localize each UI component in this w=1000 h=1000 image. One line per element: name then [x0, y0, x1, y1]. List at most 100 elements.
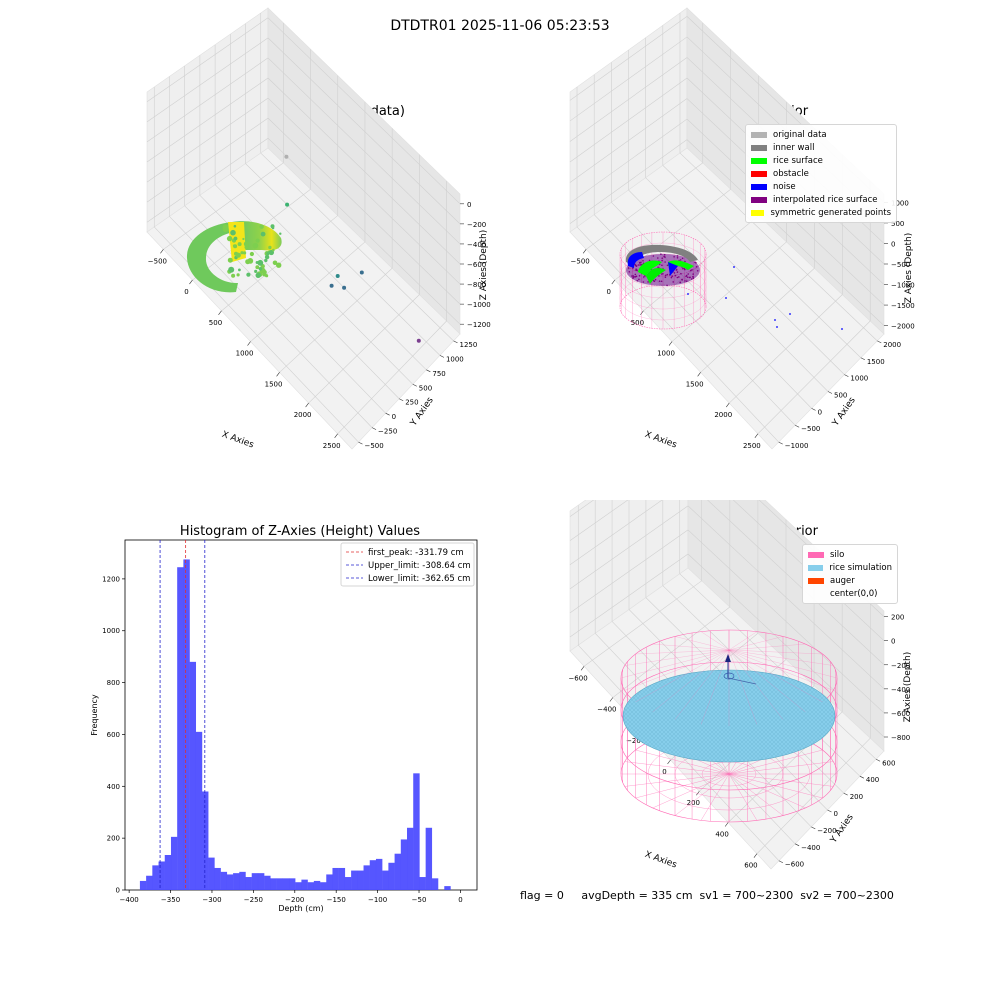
interp-point — [635, 265, 638, 268]
x-tick-label: −100 — [368, 896, 387, 904]
histogram-bar — [152, 865, 159, 890]
grid-line — [576, 226, 779, 443]
cloud-point — [265, 274, 269, 278]
noise-point — [725, 297, 727, 299]
grid-line — [267, 97, 461, 285]
legend-label: obstacle — [773, 168, 809, 179]
interp-point — [691, 269, 693, 271]
x-tick-label: 600 — [744, 862, 757, 870]
interp-point — [642, 281, 645, 283]
cloud-point — [257, 259, 264, 266]
grid-line — [569, 77, 688, 163]
legend-item: auger — [808, 574, 892, 587]
grid-line — [569, 553, 689, 638]
panel1-zlabel: Z Axies (Depth) — [479, 230, 489, 301]
interp-point — [673, 272, 676, 274]
silo-roof-spoke — [728, 649, 758, 725]
outlier-point — [284, 154, 289, 159]
histogram-bar — [295, 882, 302, 890]
interp-point — [684, 280, 686, 282]
panel2-ticks: −500 0 500 1000 1500 2000 2500 −1000 −500 0 500 100… — [571, 199, 915, 450]
interp-point — [657, 266, 659, 269]
grid-line — [279, 268, 393, 373]
cloud-point — [272, 260, 278, 266]
y-tick-label: 200 — [850, 793, 863, 801]
outlier-point — [329, 283, 334, 288]
panel3-title: Histogram of Z-Axies (Height) Values — [179, 524, 421, 539]
y-tick-label: 1200 — [102, 575, 120, 583]
silo-roof-spoke — [728, 649, 834, 666]
silo-roof-spoke — [728, 649, 838, 679]
interp-point — [661, 257, 663, 260]
x-tick-label: 2500 — [323, 442, 341, 450]
histogram-x-ticks: −400 −350 −300 −250 −200 −150 −100 −50 0 — [120, 890, 463, 904]
panel4-legend: silo rice simulation auger center(0,0) — [802, 544, 898, 604]
y-tick — [412, 384, 417, 387]
histogram-bar — [208, 857, 215, 890]
legend-label: noise — [773, 181, 796, 192]
y-tick — [794, 843, 800, 847]
grid-line — [267, 137, 461, 325]
interp-point — [680, 272, 682, 275]
histogram-vlines — [159, 540, 206, 890]
x-tick — [667, 759, 671, 765]
interp-point — [628, 271, 631, 273]
cloud-point — [270, 224, 275, 229]
y-tick — [811, 826, 816, 830]
y-tick — [371, 427, 377, 430]
panel1-point-cloud — [186, 221, 282, 293]
histogram-bar — [307, 882, 315, 890]
histogram-bar — [375, 858, 383, 890]
y-tick-label: 750 — [432, 370, 445, 378]
z-tick-label: −2000 — [891, 323, 915, 331]
cloud-point — [231, 273, 236, 278]
x-tick-label: 0 — [607, 288, 611, 296]
grid-line — [569, 57, 688, 142]
legend-item: noise — [751, 180, 891, 193]
histogram-bar — [288, 878, 296, 890]
z-tick-label: −500 — [891, 261, 910, 269]
histogram-bar — [351, 870, 358, 890]
panel2-legend: original data inner wall rice surface obsta… — [745, 124, 897, 223]
grid-line — [687, 529, 885, 714]
interp-point — [695, 262, 697, 264]
grid-line — [267, 37, 461, 225]
z-tick-label: 0 — [891, 638, 895, 646]
interp-point — [690, 278, 693, 280]
y-tick — [860, 357, 865, 361]
x-tick-label: −350 — [161, 896, 180, 904]
cloud-point — [233, 244, 238, 249]
x-tick-label: −400 — [120, 896, 139, 904]
cloud-point — [255, 265, 260, 270]
legend-swatch — [808, 551, 824, 558]
histogram-bar — [270, 878, 277, 890]
outlier-point — [359, 270, 364, 275]
histogram-bar — [177, 567, 184, 890]
interp-point — [639, 261, 641, 264]
noise-point — [841, 328, 843, 330]
x-tick-label: −500 — [148, 257, 167, 265]
x-tick-label: 0 — [184, 288, 188, 296]
status-footer: flag = 0 avgDepth = 335 cm sv1 = 700~230… — [520, 889, 894, 902]
cloud-point — [243, 241, 249, 247]
x-tick-label: 400 — [715, 830, 728, 838]
x-tick — [189, 279, 193, 285]
z-tick-label: 0 — [467, 201, 471, 209]
grid-line — [593, 214, 796, 426]
inner-wall-points — [625, 244, 698, 266]
x-tick — [724, 822, 729, 827]
y-tick-label: 1000 — [850, 375, 868, 383]
interp-point — [636, 269, 638, 272]
cloud-point — [242, 237, 245, 241]
interp-point — [692, 276, 694, 278]
outlier-point — [342, 285, 347, 290]
legend-swatch — [751, 196, 767, 203]
silo-roof-spoke — [728, 649, 823, 655]
y-tick-label: 400 — [866, 776, 879, 784]
interp-point — [654, 278, 657, 281]
cloud-point — [272, 248, 275, 252]
cloud-point — [276, 262, 282, 268]
legend-item: original data — [751, 128, 891, 141]
interp-point — [637, 264, 640, 266]
